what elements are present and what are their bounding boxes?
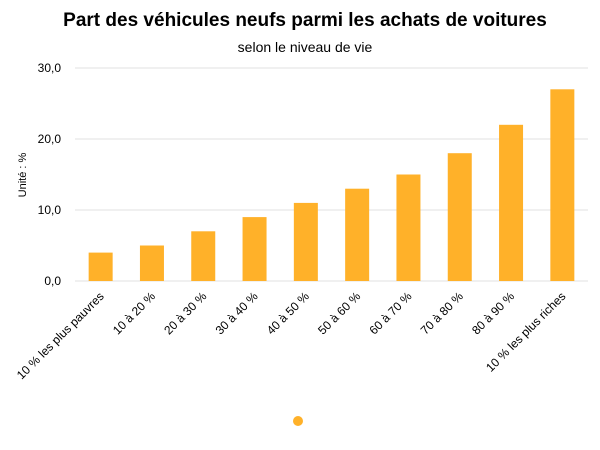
chart-subtitle: selon le niveau de vie xyxy=(238,39,373,55)
x-tick-label: 10 % les plus pauvres xyxy=(14,289,107,382)
bar xyxy=(447,153,472,281)
x-tick-label: 40 à 50 % xyxy=(264,289,312,337)
y-tick-label: 10,0 xyxy=(38,203,62,217)
y-axis-ticks: 0,0 10,0 20,0 30,0 xyxy=(38,61,62,288)
bars xyxy=(88,89,575,281)
x-tick-label: 10 à 20 % xyxy=(110,289,158,337)
legend xyxy=(293,416,303,426)
bar xyxy=(293,202,318,281)
x-tick-label: 80 à 90 % xyxy=(469,289,517,337)
y-axis-label: Unité : % xyxy=(17,152,29,197)
y-tick-label: 30,0 xyxy=(38,61,62,75)
bar xyxy=(191,231,216,281)
y-tick-label: 0,0 xyxy=(44,274,61,288)
x-tick-label: 70 à 80 % xyxy=(418,289,466,337)
x-tick-label: 20 à 30 % xyxy=(161,289,209,337)
x-axis-ticks: 10 % les plus pauvres 10 à 20 % 20 à 30 % 3… xyxy=(14,289,569,382)
bar xyxy=(550,89,575,281)
bar xyxy=(88,252,113,281)
y-tick-label: 20,0 xyxy=(38,132,62,146)
x-tick-label: 60 à 70 % xyxy=(366,289,414,337)
bar xyxy=(242,217,267,281)
bar xyxy=(499,124,524,281)
bar xyxy=(345,188,370,281)
x-tick-label: 50 à 60 % xyxy=(315,289,363,337)
bar xyxy=(396,174,421,281)
legend-marker[interactable] xyxy=(293,416,303,426)
x-tick-label: 30 à 40 % xyxy=(213,289,261,337)
chart-title: Part des véhicules neufs parmi les achat… xyxy=(63,10,547,31)
bar xyxy=(139,245,164,281)
